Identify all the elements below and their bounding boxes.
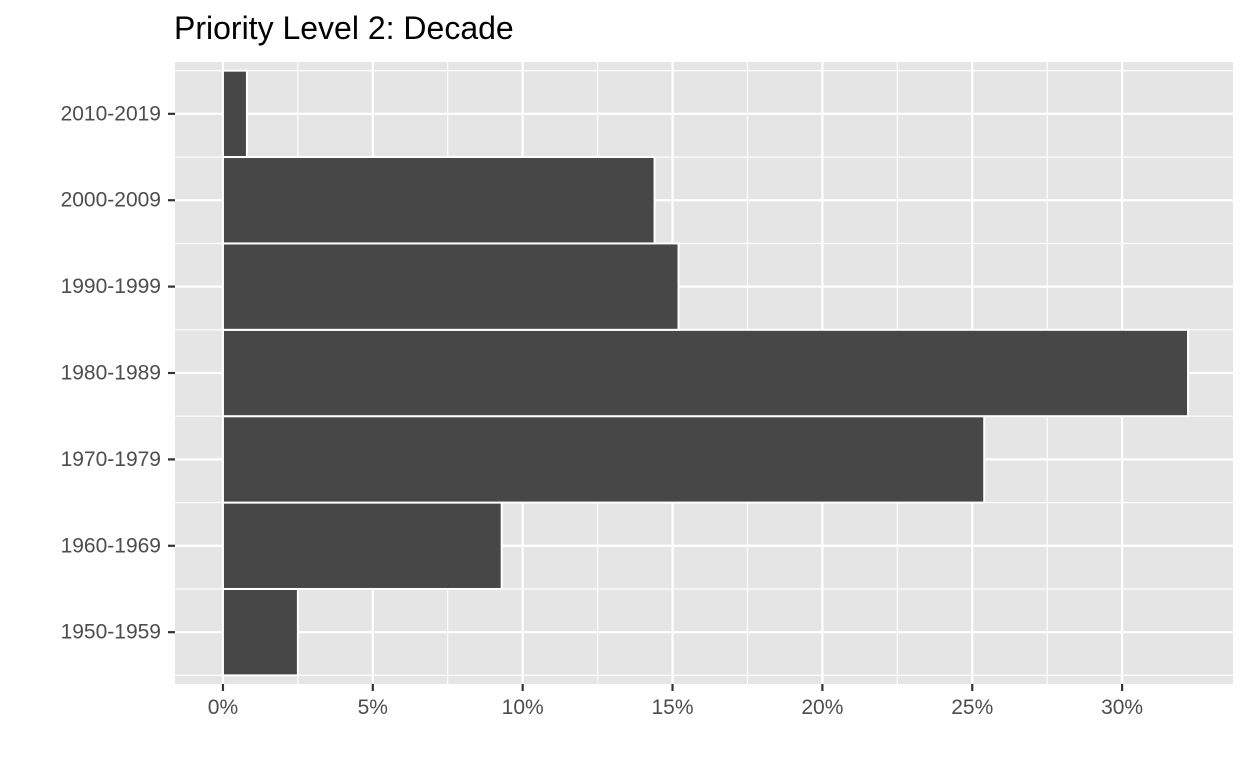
x-tick-label: 30% [1101,696,1143,719]
y-tick-label: 2000-2009 [61,189,161,212]
y-tick-label: 2010-2019 [61,102,161,125]
y-tick-label: 1960-1969 [61,534,161,557]
x-tick-label: 0% [208,696,238,719]
chart-title: Priority Level 2: Decade [174,10,514,46]
bar-1970-1979 [221,415,986,504]
x-tick-label: 25% [951,696,993,719]
bar-2000-2009 [221,156,656,245]
x-tick-label: 10% [502,696,544,719]
bar-1990-1999 [221,242,680,331]
bar-1980-1989 [221,328,1190,418]
y-tick-label: 1970-1979 [61,448,161,471]
x-tick-label: 15% [652,696,694,719]
bar-2010-2019 [221,69,248,159]
y-tick-label: 1990-1999 [61,275,161,298]
x-tick-label: 20% [801,696,843,719]
y-axis: 1950-1959 1960-1969 1970-1979 1980-1989 1990… [61,102,175,644]
bar-1960-1969 [221,501,503,590]
x-tick-label: 5% [358,696,388,719]
y-tick-label: 1950-1959 [61,621,161,644]
bar-1950-1959 [221,587,299,677]
y-tick-label: 1980-1989 [61,362,161,385]
x-axis: 0% 5% 10% 15% 20% 25% 30% [208,684,1143,719]
bar-series [221,69,1190,677]
